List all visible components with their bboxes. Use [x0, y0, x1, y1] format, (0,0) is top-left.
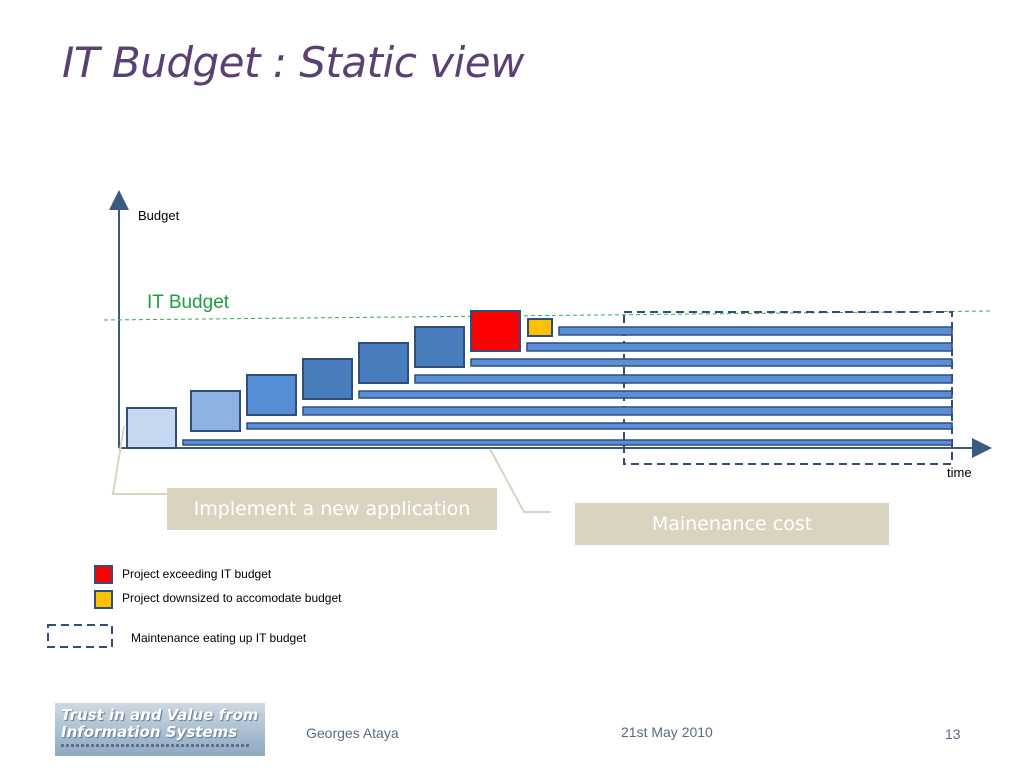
legend-label-exceeding: Project exceeding IT budget: [122, 567, 272, 581]
logo-line-2: Information Systems: [61, 723, 238, 741]
project-block: [358, 342, 409, 384]
callout-connector-maintenance: [489, 448, 551, 513]
footer-date: 21st May 2010: [621, 724, 713, 740]
it-budget-line: [103, 310, 991, 321]
legend-swatch-dashed: [47, 624, 113, 648]
legend-label-downsized: Project downsized to accomodate budget: [122, 591, 342, 605]
maintenance-bar: [302, 406, 953, 416]
maintenance-bar: [182, 439, 953, 446]
footer-page-number: 13: [945, 726, 961, 742]
slide-title: IT Budget : Static view: [62, 38, 524, 87]
legend-swatch-red: [94, 565, 113, 584]
maintenance-bar: [558, 326, 953, 336]
maintenance-bar: [246, 422, 953, 430]
legend-swatch-yellow: [94, 590, 113, 609]
logo-line-1: Trust in and Value from: [61, 706, 259, 724]
it-budget-label: IT Budget: [147, 292, 230, 313]
maintenance-region: [623, 311, 953, 465]
maintenance-bar: [358, 390, 953, 399]
project-exceeding-block: [470, 310, 521, 352]
maintenance-bar: [470, 358, 953, 367]
conference-logo: Trust in and Value from Information Syst…: [55, 703, 265, 756]
project-block: [302, 358, 353, 400]
project-block: [246, 374, 297, 416]
project-downsized-block: [527, 318, 553, 337]
maintenance-bar: [414, 374, 953, 384]
legend-label-maintenance: Maintenance eating up IT budget: [131, 631, 307, 645]
logo-tagline-decoration: [61, 744, 251, 747]
maintenance-bar: [526, 342, 953, 352]
callout-connector-implement: [111, 425, 167, 495]
project-block: [126, 407, 177, 449]
project-block: [414, 326, 465, 368]
x-axis-label: time: [947, 465, 972, 480]
project-block: [190, 390, 241, 432]
callout-implement-new-application: Implement a new application: [167, 488, 497, 530]
footer-author: Georges Ataya: [306, 725, 399, 741]
callout-maintenance-cost: Mainenance cost: [575, 503, 889, 545]
y-axis-label: Budget: [138, 208, 180, 223]
